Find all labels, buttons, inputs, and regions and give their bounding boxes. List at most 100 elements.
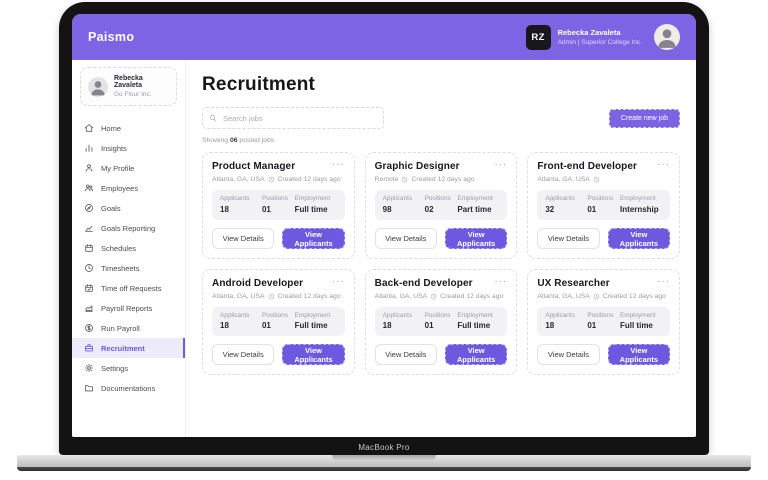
- job-card: Product Manager ··· Atlanta, GA, USA Cre…: [202, 152, 355, 259]
- stat-applicants: Applicants 18: [220, 195, 250, 214]
- view-applicants-button[interactable]: View Applicants: [607, 227, 671, 249]
- sidebar-item-home[interactable]: Home: [72, 118, 185, 138]
- sidebar: Rebecka Zavaleta Go Flour Inc. Home Insi…: [72, 60, 186, 437]
- sidebar-item-goals[interactable]: Goals: [72, 198, 185, 218]
- job-title: UX Researcher: [537, 277, 610, 289]
- job-created: Created 12 days ago: [602, 292, 666, 300]
- stat-positions: Positions 01: [261, 195, 288, 214]
- stat-applicants: Applicants 18: [545, 311, 575, 331]
- stat-applicants: Applicants 18: [220, 311, 250, 331]
- sidebar-item-insights[interactable]: Insights: [72, 138, 185, 158]
- view-applicants-button[interactable]: View Applicants: [282, 344, 345, 365]
- stat-employment: Employment Full time: [457, 311, 493, 331]
- view-details-button[interactable]: View Details: [374, 227, 437, 249]
- recruitment-icon: [84, 343, 94, 353]
- job-location: Atlanta, GA, USA: [537, 292, 590, 300]
- insights-icon: [84, 143, 94, 153]
- job-card: UX Researcher ··· Atlanta, GA, USA Creat…: [527, 268, 680, 375]
- sidebar-item-settings[interactable]: Settings: [72, 358, 185, 378]
- clock-icon: [268, 293, 275, 300]
- job-meta: Atlanta, GA, USA Created 12 days ago: [375, 293, 508, 300]
- view-details-button[interactable]: View Details: [537, 344, 600, 365]
- sidebar-item-documentations[interactable]: Documentations: [72, 378, 185, 398]
- view-details-button[interactable]: View Details: [212, 344, 275, 365]
- sidebar-item-recruitment[interactable]: Recruitment: [72, 338, 185, 358]
- job-location: Remote: [374, 176, 399, 183]
- laptop-base-edge: [17, 467, 751, 471]
- view-details-button[interactable]: View Details: [537, 227, 600, 249]
- stat-positions: Positions 01: [424, 311, 451, 331]
- home-icon: [84, 123, 94, 133]
- sidebar-item-time-off-requests[interactable]: Time off Requests: [72, 278, 185, 298]
- sidebar-menu: Home Insights My Profile Employees Goals…: [72, 118, 185, 398]
- stat-positions: Positions 02: [424, 195, 451, 214]
- profile-name: Rebecka Zavaleta: [114, 75, 143, 89]
- search-icon: [209, 114, 217, 122]
- job-title: Android Developer: [212, 277, 304, 289]
- card-menu-icon[interactable]: ···: [331, 159, 345, 170]
- create-new-job-button[interactable]: Create new job: [608, 108, 680, 128]
- toolbar: Create new job: [202, 107, 680, 129]
- payroll-reports-icon: [84, 303, 94, 313]
- job-actions: View Details View Applicants: [212, 344, 345, 365]
- job-created: Created 12 days ago: [277, 292, 341, 300]
- sidebar-item-payroll-reports[interactable]: Payroll Reports: [72, 298, 185, 318]
- user-role: Admin | Superior College Inc.: [557, 38, 642, 46]
- view-details-button[interactable]: View Details: [374, 344, 437, 365]
- job-location: Atlanta, GA, USA: [212, 292, 265, 300]
- topbar-user-area[interactable]: RZ Rebecka Zavaleta Admin | Superior Col…: [525, 24, 680, 50]
- card-menu-icon[interactable]: ···: [494, 159, 508, 170]
- clock-icon: [593, 176, 600, 183]
- settings-icon: [84, 363, 94, 373]
- search-input[interactable]: [221, 112, 377, 124]
- job-stats: Applicants 18 Positions 01 Employment Full …: [374, 306, 508, 336]
- sidebar-item-employees[interactable]: Employees: [72, 178, 185, 198]
- user-name: Rebecka Zavaleta: [557, 28, 621, 38]
- sidebar-item-goals-reporting[interactable]: Goals Reporting: [72, 218, 185, 238]
- clock-icon: [401, 176, 408, 183]
- job-created: Created 12 days ago: [277, 176, 341, 183]
- sidebar-item-timesheets[interactable]: Timesheets: [72, 258, 185, 278]
- job-created: Created 12 days ago: [440, 292, 504, 300]
- sidebar-item-my-profile[interactable]: My Profile: [72, 158, 185, 178]
- job-stats: Applicants 98 Positions 02 Employment Part …: [374, 190, 508, 220]
- run-payroll-icon: [84, 323, 94, 333]
- job-cards-grid: Product Manager ··· Atlanta, GA, USA Cre…: [202, 152, 680, 375]
- goals-reporting-icon: [84, 223, 94, 233]
- time-off-icon: [84, 283, 94, 293]
- sidebar-profile-card[interactable]: Rebecka Zavaleta Go Flour Inc.: [80, 67, 177, 106]
- job-actions: View Details View Applicants: [537, 344, 671, 365]
- page-title: Recruitment: [202, 74, 316, 95]
- view-applicants-button[interactable]: View Applicants: [445, 344, 508, 365]
- stat-positions: Positions 01: [587, 311, 614, 331]
- card-menu-icon[interactable]: ···: [657, 159, 670, 170]
- stat-employment: Employment Part time: [457, 195, 493, 214]
- job-actions: View Details View Applicants: [374, 344, 508, 365]
- view-applicants-button[interactable]: View Applicants: [445, 227, 508, 249]
- search-box[interactable]: [202, 107, 384, 129]
- laptop-notch: [332, 455, 436, 461]
- stat-employment: Employment Full time: [294, 195, 331, 214]
- job-stats: Applicants 18 Positions 01 Employment Full …: [212, 306, 345, 336]
- card-menu-icon[interactable]: ···: [494, 275, 508, 287]
- app-screen: Paismo RZ Rebecka Zavaleta Admin | Super…: [72, 14, 696, 437]
- stat-positions: Positions 01: [587, 195, 614, 214]
- card-menu-icon[interactable]: ···: [657, 275, 670, 287]
- view-applicants-button[interactable]: View Applicants: [607, 344, 671, 365]
- sidebar-item-run-payroll[interactable]: Run Payroll: [72, 318, 185, 338]
- main-content: Recruitment Create new job Showing 06 po…: [186, 60, 696, 437]
- app-body: Rebecka Zavaleta Go Flour Inc. Home Insi…: [72, 60, 696, 437]
- brand-logo: Paismo: [88, 30, 135, 44]
- card-menu-icon[interactable]: ···: [331, 275, 345, 287]
- sidebar-item-schedules[interactable]: Schedules: [72, 238, 185, 258]
- showing-count-text: Showing 06 posted jobs: [202, 137, 275, 144]
- topbar-avatar-icon[interactable]: [654, 24, 680, 50]
- job-meta: Atlanta, GA, USA Created 12 days ago: [212, 293, 345, 300]
- view-applicants-button[interactable]: View Applicants: [282, 227, 345, 249]
- documentations-icon: [84, 383, 94, 393]
- job-card: Front-end Developer ··· Atlanta, GA, USA…: [527, 152, 680, 259]
- view-details-button[interactable]: View Details: [212, 227, 275, 249]
- job-actions: View Details View Applicants: [212, 227, 345, 249]
- stat-applicants: Applicants 18: [382, 311, 413, 331]
- clock-icon: [268, 176, 275, 183]
